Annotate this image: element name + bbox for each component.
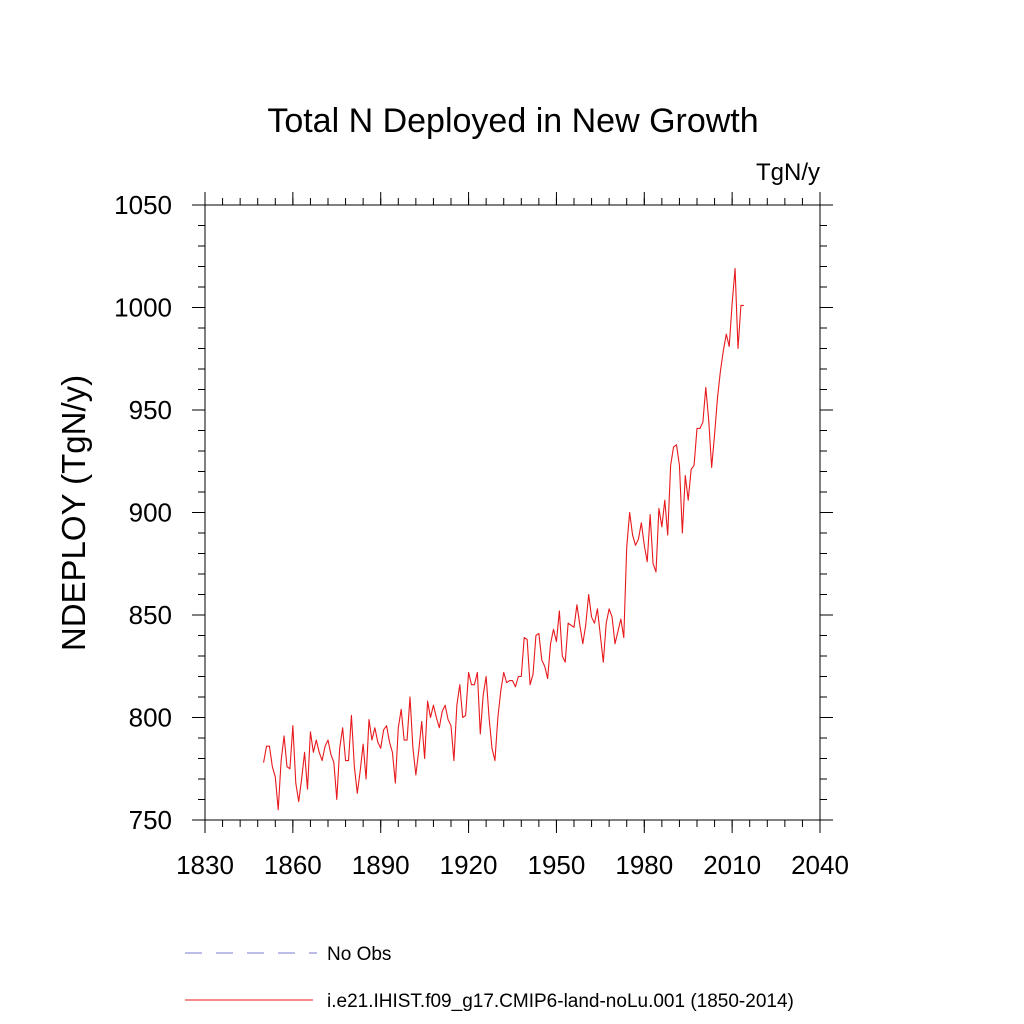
plot-frame: [204, 204, 821, 821]
y-tick-label: 1000: [114, 293, 172, 323]
legend-label-model-run: i.e21.IHIST.f09_g17.CMIP6-land-noLu.001 …: [327, 991, 794, 1012]
x-tick-labels: 1830 1860 1890 1920 1950 1980 2010 2040: [176, 850, 849, 880]
y-tick-label: 900: [129, 498, 172, 528]
y-tick-label: 800: [129, 703, 172, 733]
x-tick-label: 1980: [615, 850, 673, 880]
x-tick-label: 1890: [352, 850, 410, 880]
y-tick-label: 850: [129, 600, 172, 630]
plot-area: [192, 192, 833, 833]
y-tick-label: 950: [129, 395, 172, 425]
legend: No Obs i.e21.IHIST.f09_g17.CMIP6-land-no…: [185, 944, 794, 1012]
y-tick-labels: 750 800 850 900 950 1000 1050: [114, 190, 172, 835]
y-tick-label: 1050: [114, 190, 172, 220]
x-tick-label: 1860: [264, 850, 322, 880]
x-tick-label: 1830: [176, 850, 234, 880]
y-tick-label: 750: [129, 805, 172, 835]
x-tick-label: 2010: [703, 850, 761, 880]
x-tick-label: 1920: [440, 850, 498, 880]
units-label: TgN/y: [756, 159, 820, 186]
chart-title: Total N Deployed in New Growth: [267, 102, 758, 140]
x-tick-label: 1950: [528, 850, 586, 880]
legend-label-no-obs: No Obs: [327, 944, 391, 965]
x-tick-label: 2040: [791, 850, 849, 880]
series-line-0: [263, 267, 744, 811]
y-axis-label: NDEPLOY (TgN/y): [55, 375, 92, 651]
